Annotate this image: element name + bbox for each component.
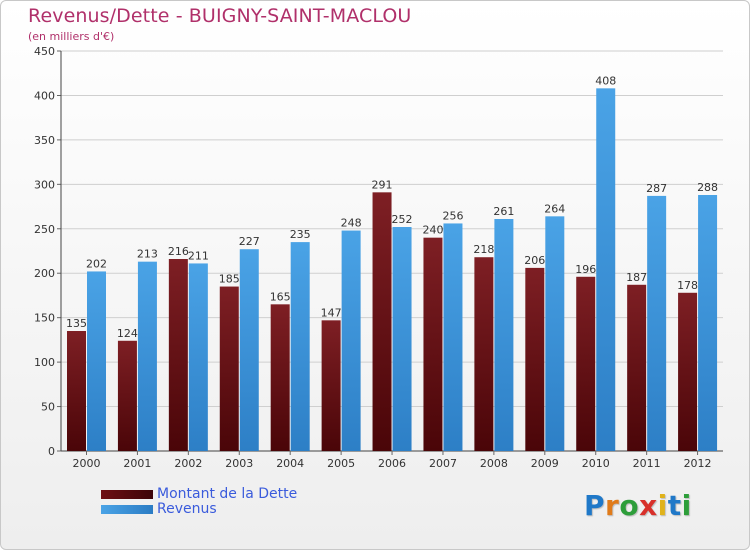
data-label-revenus: 235: [290, 228, 311, 241]
data-label-dette: 147: [321, 306, 342, 319]
y-tick-label: 50: [41, 401, 55, 414]
data-label-dette: 216: [168, 245, 189, 258]
x-tick-label: 2007: [429, 457, 457, 470]
legend-swatch-dette: [101, 490, 153, 499]
data-label-revenus: 211: [188, 249, 209, 262]
data-label-dette: 185: [219, 273, 240, 286]
bar-dette: [168, 259, 188, 451]
x-tick-label: 2002: [174, 457, 202, 470]
bar-dette: [372, 192, 392, 452]
bar-dette: [67, 331, 86, 451]
legend-label-revenus: Revenus: [157, 501, 217, 517]
x-tick-label: 2003: [225, 457, 253, 470]
bar-dette: [270, 304, 290, 451]
data-label-dette: 124: [117, 327, 138, 340]
bar-dette: [423, 237, 443, 451]
x-tick-label: 2004: [276, 457, 304, 470]
data-label-dette: 178: [677, 279, 698, 292]
data-label-revenus: 252: [392, 213, 413, 226]
x-tick-label: 2000: [73, 457, 101, 470]
bar-revenus: [494, 219, 514, 451]
x-tick-label: 2005: [327, 457, 355, 470]
x-tick-label: 2001: [123, 457, 151, 470]
logo-letter: i: [657, 489, 668, 522]
logo-letter: t: [667, 489, 682, 522]
legend-swatch-revenus: [101, 505, 153, 514]
data-label-revenus: 213: [137, 248, 158, 261]
proxiti-logo: Proxiti: [584, 489, 692, 522]
logo-letter: i: [681, 489, 692, 522]
data-label-dette: 291: [372, 178, 393, 191]
bar-revenus: [239, 249, 259, 451]
bar-dette: [627, 284, 647, 451]
data-label-dette: 196: [575, 263, 596, 276]
bar-dette: [474, 257, 494, 451]
y-tick-label: 0: [48, 445, 55, 458]
x-tick-label: 2009: [531, 457, 559, 470]
x-tick-label: 2010: [582, 457, 610, 470]
data-label-dette: 240: [422, 224, 443, 237]
chart-title: Revenus/Dette - BUIGNY-SAINT-MACLOU: [28, 5, 412, 27]
data-label-dette: 187: [626, 271, 647, 284]
data-label-revenus: 264: [544, 202, 565, 215]
logo-letter: x: [639, 489, 658, 522]
bar-revenus: [87, 271, 106, 451]
y-tick-label: 100: [34, 356, 55, 369]
bar-dette: [321, 320, 341, 451]
logo-letter: r: [605, 489, 620, 522]
bar-revenus: [188, 263, 208, 451]
bar-revenus: [443, 223, 463, 451]
bar-revenus: [596, 88, 616, 451]
data-label-revenus: 248: [341, 217, 362, 230]
x-tick-label: 2006: [378, 457, 406, 470]
bar-revenus: [137, 261, 157, 451]
x-tick-label: 2012: [684, 457, 712, 470]
bar-revenus: [290, 242, 310, 451]
chart-subtitle: (en milliers d'€): [28, 30, 115, 43]
logo-letter: o: [619, 489, 640, 522]
data-label-revenus: 256: [442, 209, 463, 222]
bar-revenus: [698, 195, 718, 451]
bar-dette: [678, 292, 698, 451]
data-label-revenus: 408: [595, 74, 616, 87]
bar-revenus: [647, 195, 667, 451]
bar-dette: [219, 286, 239, 451]
data-label-revenus: 261: [493, 205, 514, 218]
x-tick-label: 2008: [480, 457, 508, 470]
data-label-revenus: 227: [239, 235, 260, 248]
y-tick-label: 150: [34, 312, 55, 325]
bar-revenus: [392, 227, 412, 451]
bar-dette: [525, 267, 545, 451]
data-label-dette: 135: [66, 317, 87, 330]
x-tick-label: 2011: [633, 457, 661, 470]
y-tick-label: 350: [34, 134, 55, 147]
bar-revenus: [341, 230, 361, 451]
y-tick-label: 450: [34, 45, 55, 58]
legend-label-dette: Montant de la Dette: [157, 486, 298, 502]
y-tick-label: 250: [34, 223, 55, 236]
data-label-dette: 218: [473, 243, 494, 256]
data-label-dette: 165: [270, 290, 291, 303]
logo-letter: P: [584, 489, 606, 522]
data-label-revenus: 288: [697, 181, 718, 194]
bar-revenus: [545, 216, 565, 451]
data-label-revenus: 202: [86, 257, 107, 270]
bar-dette: [576, 276, 596, 451]
y-tick-label: 400: [34, 89, 55, 102]
y-tick-label: 200: [34, 267, 55, 280]
data-label-revenus: 287: [646, 182, 667, 195]
data-label-dette: 206: [524, 254, 545, 267]
y-tick-label: 300: [34, 178, 55, 191]
bar-dette: [117, 340, 137, 451]
